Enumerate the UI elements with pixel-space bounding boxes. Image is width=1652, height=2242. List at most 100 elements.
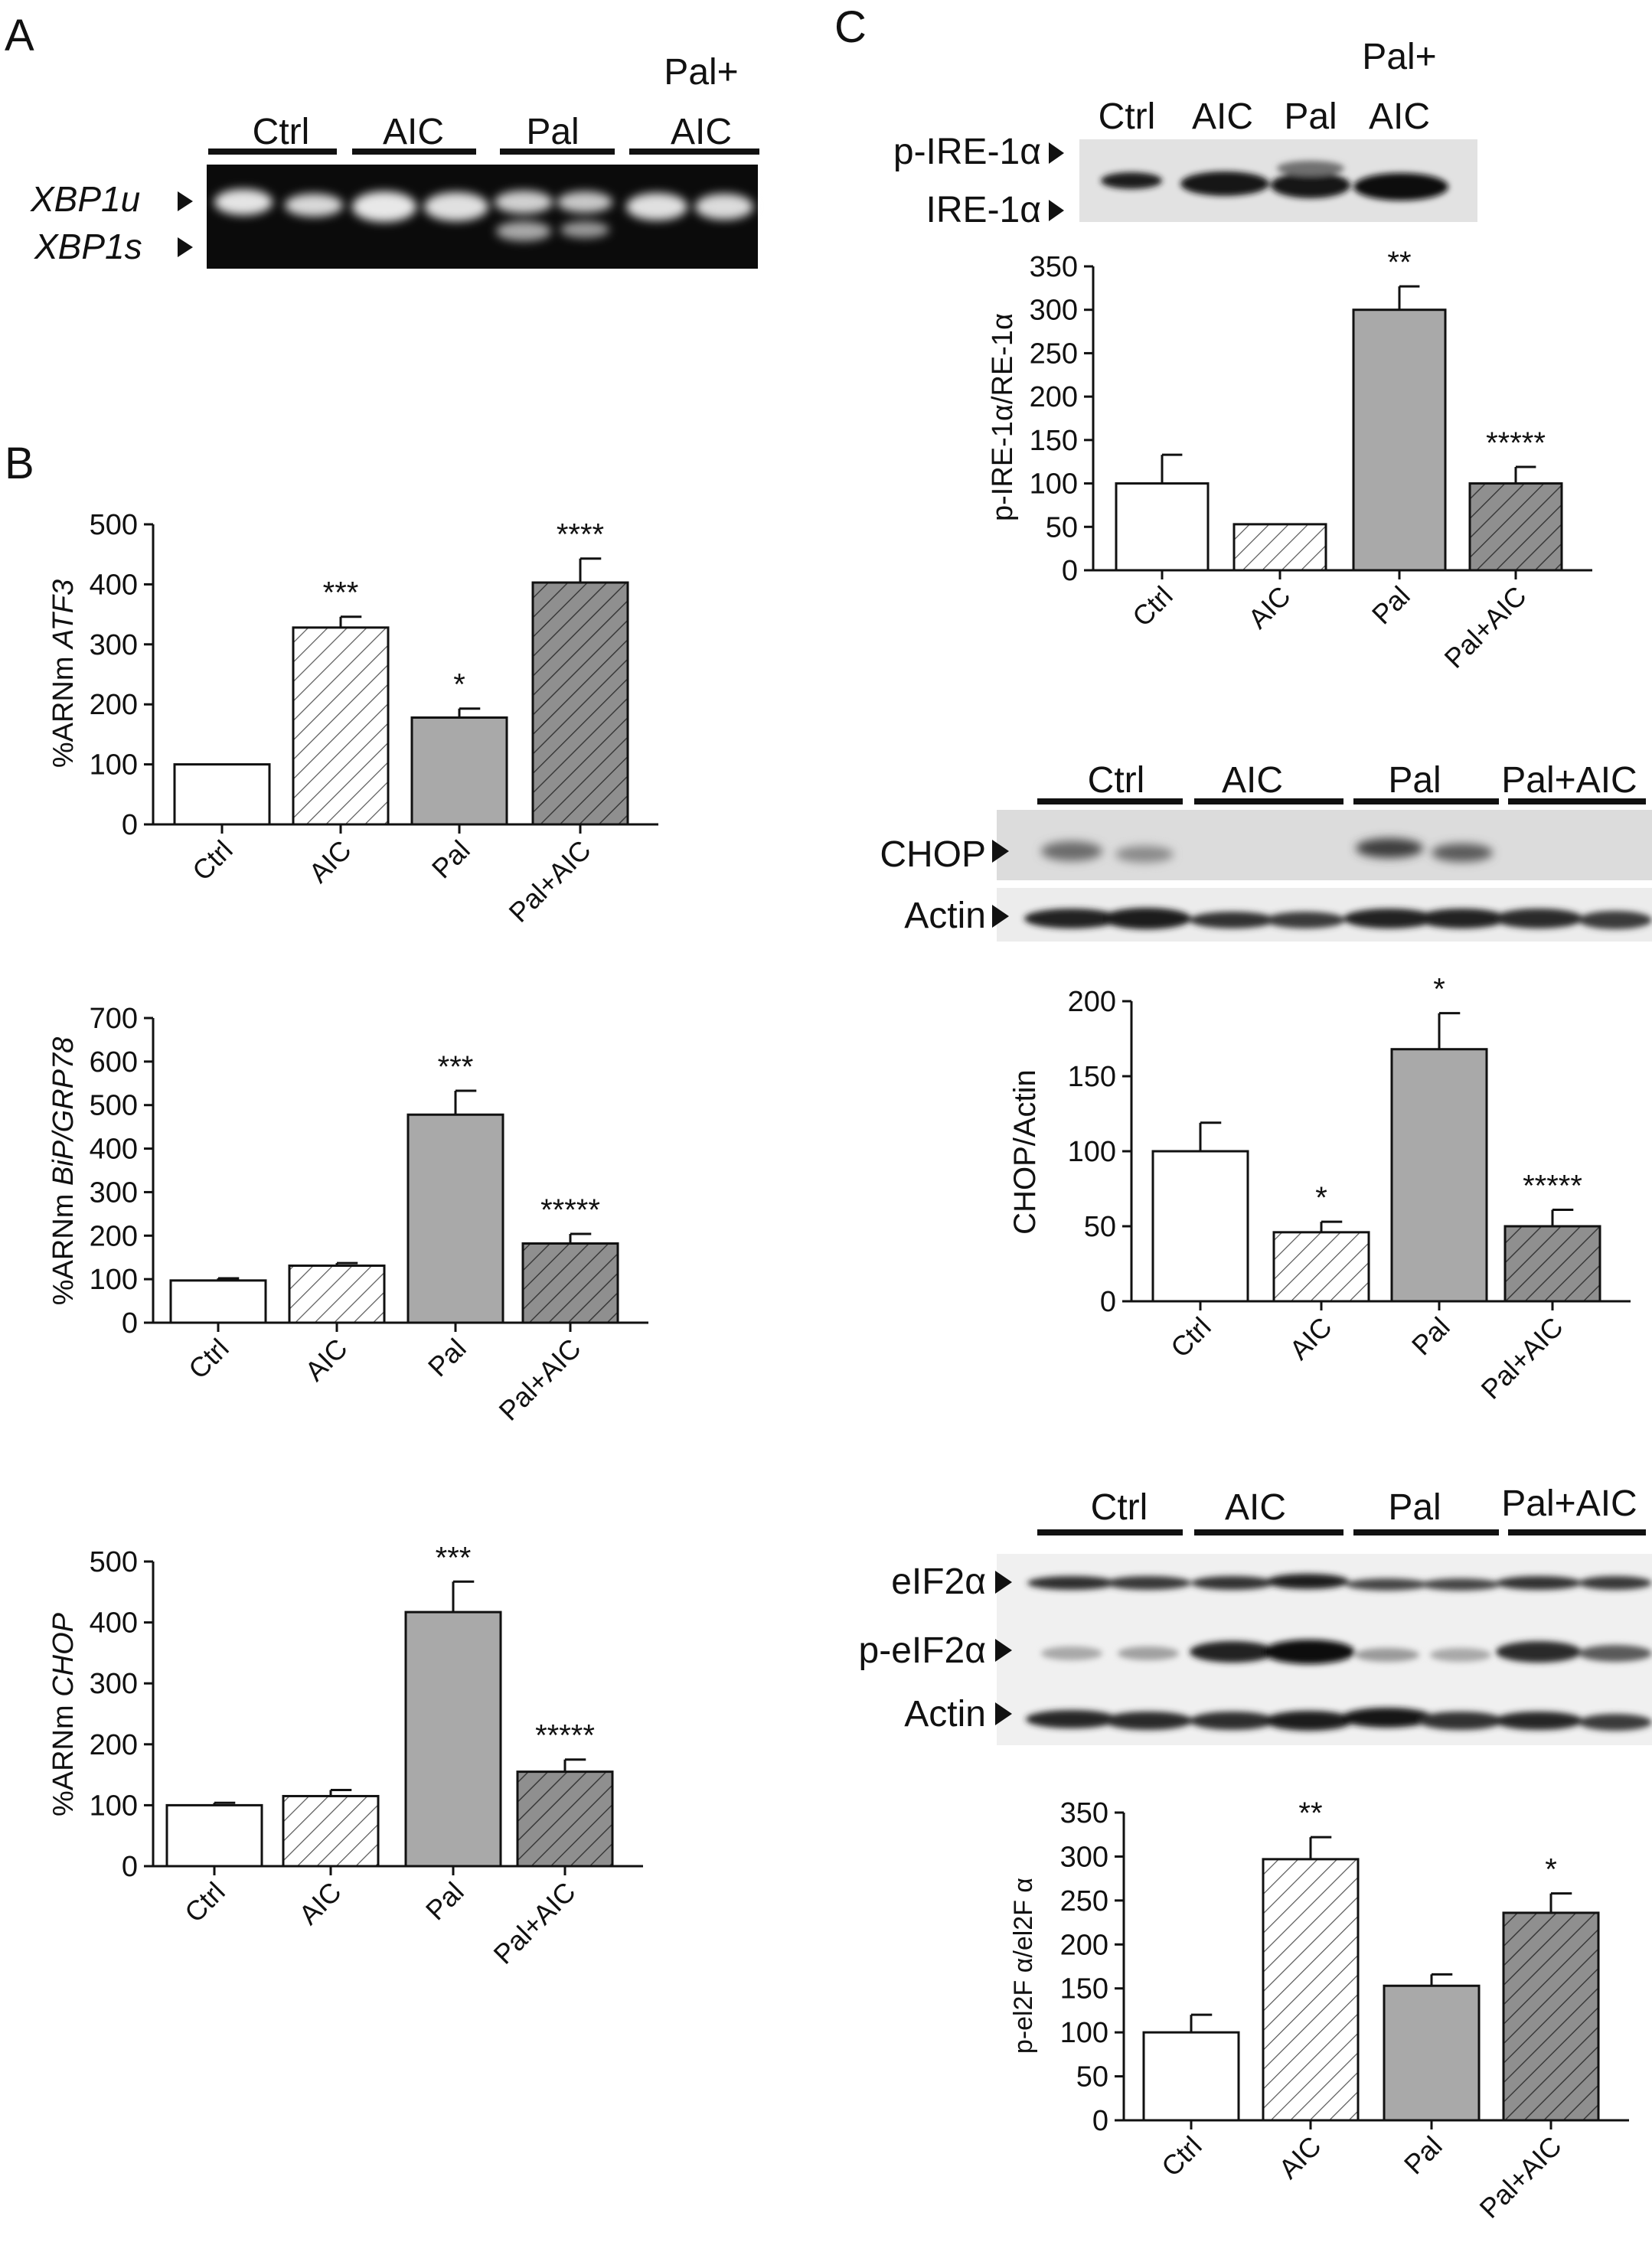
arrow-icon bbox=[178, 191, 193, 211]
y-tick-label: 150 bbox=[1060, 1973, 1108, 2005]
y-tick-label: 0 bbox=[1092, 2105, 1108, 2137]
blot-eif-group-bar bbox=[1037, 1529, 1183, 1535]
chart-bip: 0 100 200 300 400 500 600 700 %ARNm BiP/GRP78 Ctr… bbox=[47, 1003, 648, 1427]
gel-a-group-label: Pal bbox=[526, 112, 579, 152]
y-tick-label: 300 bbox=[90, 1668, 138, 1700]
y-tick-label: 200 bbox=[1030, 381, 1078, 413]
gel-a-group-bar bbox=[208, 148, 337, 155]
blot-chop: Ctrl AIC Pal Pal+AIC CHOP Actin bbox=[880, 760, 1652, 942]
bar-pal-aic bbox=[1503, 1225, 1601, 1303]
y-tick-label: 250 bbox=[1030, 338, 1078, 370]
blot-chop-group-bar bbox=[1353, 798, 1499, 804]
bar-ctrl bbox=[1151, 1150, 1249, 1303]
y-tick-label: 400 bbox=[90, 569, 138, 601]
significance-label: *** bbox=[323, 576, 359, 610]
blot-chop-image-upper bbox=[997, 810, 1652, 880]
arrow-icon bbox=[995, 1702, 1012, 1725]
x-category-label: Ctrl bbox=[1155, 2130, 1208, 2183]
significance-label: ** bbox=[1298, 1797, 1322, 1830]
blot-ire: Ctrl AIC Pal Pal+ AIC p-IRE-1α IRE-1α bbox=[893, 37, 1477, 230]
gel-a-band-label-upper: XBP1u bbox=[30, 179, 140, 219]
x-category-label: Pal bbox=[420, 1876, 470, 1927]
blot-eif-group-bar bbox=[1508, 1529, 1646, 1535]
x-category-label: AIC bbox=[1272, 2130, 1327, 2185]
y-tick-label: 400 bbox=[90, 1134, 138, 1166]
x-category-label: AIC bbox=[299, 1333, 353, 1387]
blot-chop-group-bar bbox=[1194, 798, 1343, 804]
x-category-label: Ctrl bbox=[186, 834, 239, 887]
x-category-label: Pal bbox=[1406, 1311, 1456, 1362]
gel-a-group-label-top: Pal+ bbox=[664, 52, 738, 93]
bar-pal-aic bbox=[521, 1242, 619, 1324]
arrow-icon bbox=[1049, 142, 1064, 164]
y-tick-label: 50 bbox=[1084, 1211, 1116, 1243]
y-axis-title-part: ATF3 bbox=[47, 579, 80, 650]
bar-ctrl bbox=[169, 1279, 267, 1324]
blot-chop-group-label: Pal bbox=[1388, 760, 1441, 801]
y-tick-label: 600 bbox=[90, 1046, 138, 1079]
blot-eif-group-label: Pal+AIC bbox=[1501, 1483, 1637, 1524]
blot-eif-group-label: Pal bbox=[1388, 1487, 1441, 1528]
y-tick-label: 100 bbox=[90, 1264, 138, 1296]
y-tick-label: 0 bbox=[122, 809, 138, 841]
blot-ire-lane-label-top: Pal+ bbox=[1362, 37, 1436, 77]
y-axis-title-part: BiP/GRP78 bbox=[47, 1037, 80, 1186]
arrow-icon bbox=[995, 1639, 1012, 1662]
x-category-label: Ctrl bbox=[182, 1333, 235, 1385]
bar-pal bbox=[404, 1611, 502, 1868]
y-tick-label: 150 bbox=[1030, 425, 1078, 457]
x-category-label: Pal+AIC bbox=[1475, 1311, 1569, 1405]
significance-label: ** bbox=[1387, 246, 1411, 279]
y-tick-label: 500 bbox=[90, 1546, 138, 1578]
y-axis-title: %ARNm ATF3 bbox=[47, 579, 80, 768]
y-tick-label: 350 bbox=[1030, 251, 1078, 283]
y-tick-label: 400 bbox=[90, 1607, 138, 1640]
significance-label: ***** bbox=[540, 1193, 600, 1227]
significance-label: ***** bbox=[535, 1719, 595, 1753]
blot-ire-band-label-lower: IRE-1α bbox=[926, 190, 1041, 230]
x-category-label: Pal bbox=[1398, 2130, 1448, 2181]
bar-pal bbox=[410, 716, 508, 826]
significance-label: *** bbox=[436, 1541, 472, 1575]
bar-pal bbox=[1352, 308, 1447, 572]
significance-label: ***** bbox=[1486, 426, 1546, 460]
y-tick-label: 0 bbox=[122, 1307, 138, 1340]
y-tick-label: 300 bbox=[90, 629, 138, 661]
y-tick-label: 200 bbox=[1068, 986, 1116, 1018]
y-tick-label: 100 bbox=[1068, 1136, 1116, 1168]
gel-a: Ctrl AIC Pal Pal+ AIC XBP1u XBP1s bbox=[30, 52, 759, 269]
gel-a-group-label: Ctrl bbox=[253, 112, 310, 152]
gel-a-bands bbox=[214, 189, 753, 241]
y-axis-title-part: %ARNm bbox=[47, 1697, 80, 1816]
y-axis-title: %ARNm BiP/GRP78 bbox=[47, 1037, 80, 1306]
chart-atf3: 0 100 200 300 400 500 %ARNm ATF3 Ctrl *** AIC * Pal… bbox=[47, 509, 658, 928]
x-category-label: Pal+AIC bbox=[1474, 2130, 1568, 2224]
x-category-label: AIC bbox=[302, 834, 357, 889]
blot-eif-group-bar bbox=[1194, 1529, 1343, 1535]
blot-eif: Ctrl AIC Pal Pal+AIC bbox=[859, 1483, 1652, 1745]
y-tick-label: 200 bbox=[90, 689, 138, 721]
y-tick-label: 350 bbox=[1060, 1797, 1108, 1829]
bar-ctrl bbox=[1115, 482, 1210, 572]
chart-chopp: 0 50 100 150 200 CHOP/Actin Ctrl * AIC * Pal ***** P… bbox=[1008, 973, 1631, 1405]
significance-label: * bbox=[1433, 973, 1445, 1007]
blot-chop-band-label: CHOP bbox=[880, 834, 986, 875]
y-tick-label: 500 bbox=[90, 1090, 138, 1122]
y-tick-label: 100 bbox=[1060, 2017, 1108, 2049]
x-category-label: Pal+AIC bbox=[488, 1876, 582, 1970]
y-tick-label: 700 bbox=[90, 1003, 138, 1035]
y-tick-label: 0 bbox=[122, 1851, 138, 1883]
chart-eif: 0 50 100 150 200 250 300 350 p-el2F α/el2F α Ctrl… bbox=[1009, 1797, 1629, 2224]
y-axis-title: %ARNm CHOP bbox=[47, 1612, 80, 1816]
y-tick-label: 300 bbox=[1060, 1841, 1108, 1873]
x-category-label: Pal bbox=[1366, 580, 1416, 631]
blot-chop-group-bar bbox=[1508, 798, 1646, 804]
arrow-icon bbox=[1049, 200, 1064, 221]
y-tick-label: 100 bbox=[1030, 468, 1078, 501]
bar-aic bbox=[282, 1794, 380, 1868]
blot-eif-band-label: p-eIF2α bbox=[859, 1630, 986, 1671]
x-category-label: AIC bbox=[1283, 1311, 1337, 1366]
blot-chop-band-label: Actin bbox=[904, 896, 986, 936]
bar-pal bbox=[1383, 1984, 1481, 2122]
